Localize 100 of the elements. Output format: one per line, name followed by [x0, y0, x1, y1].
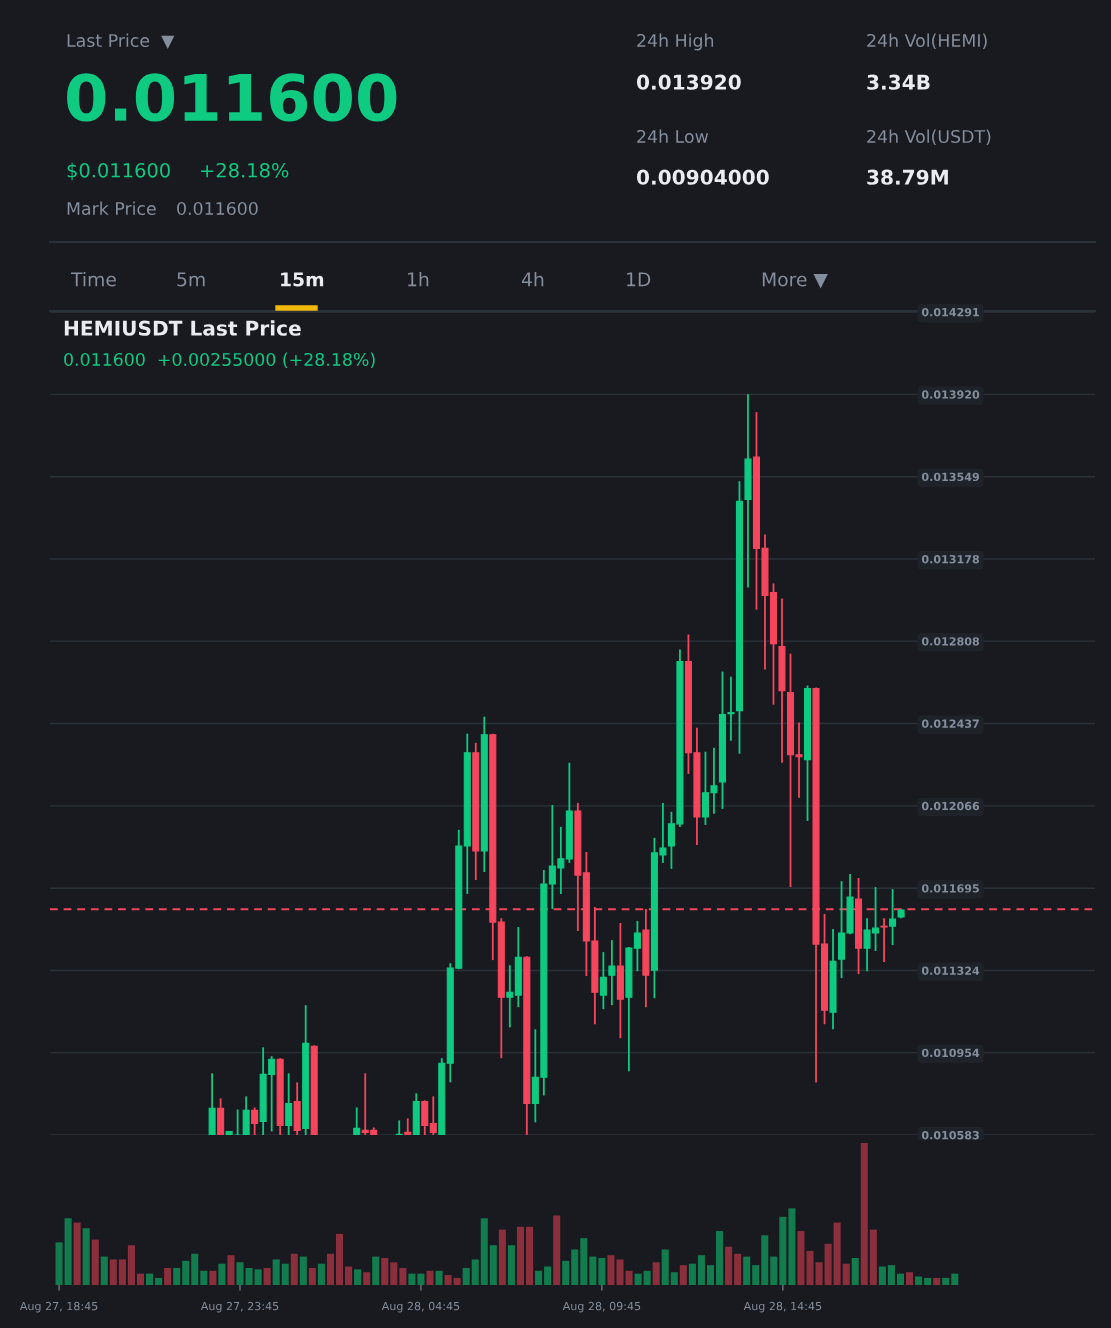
bar [770, 1256, 778, 1285]
bar [417, 1273, 425, 1285]
candlestick [889, 888, 897, 946]
y-tick-label: 0.013549 [921, 472, 980, 482]
bar [706, 1265, 714, 1285]
bar [797, 1231, 805, 1285]
text: 5m [177, 272, 205, 287]
bar [480, 1218, 488, 1285]
candlestick [506, 964, 514, 1029]
bar [734, 1253, 742, 1285]
bar [354, 1269, 362, 1285]
bar [453, 1277, 461, 1285]
bar [263, 1267, 271, 1285]
text: 24h Vol(HEMI) [867, 33, 987, 50]
bar [779, 1216, 787, 1285]
bar [245, 1267, 253, 1285]
bar [489, 1245, 497, 1285]
bar [815, 1262, 823, 1285]
bar [290, 1253, 298, 1285]
text: 0.00904000 [636, 169, 769, 185]
y-tick-label: 0.014291 [921, 307, 979, 317]
candlestick [727, 675, 735, 742]
candlestick [251, 1106, 259, 1135]
bar [634, 1273, 642, 1285]
bar [209, 1270, 217, 1285]
y-tick-label: 0.010954 [921, 1048, 980, 1058]
bar [345, 1266, 353, 1285]
bar [535, 1270, 543, 1285]
bar [607, 1255, 615, 1285]
bar [716, 1231, 724, 1285]
x-tick-label: Aug 27, 18:45 [19, 1301, 98, 1313]
bar [761, 1235, 769, 1285]
y-tick-label: 0.012066 [921, 801, 980, 811]
text: 38.79M [867, 169, 948, 185]
text: +28.18% [201, 162, 289, 178]
bar [824, 1243, 832, 1285]
bar [951, 1273, 959, 1285]
candlestick [599, 951, 607, 1011]
bar [679, 1265, 687, 1285]
bar [752, 1265, 760, 1285]
bar [381, 1258, 389, 1285]
bar [924, 1277, 932, 1285]
candlestick [285, 1072, 293, 1135]
candlestick [404, 1117, 412, 1135]
bar [109, 1259, 117, 1285]
bar [942, 1277, 950, 1285]
text: Last Price ▼ [67, 33, 175, 49]
bar [661, 1249, 669, 1285]
bar [127, 1245, 135, 1285]
text: 0.013920 [636, 74, 741, 90]
bar [272, 1259, 280, 1285]
text: 24h Vol(USDT) [867, 129, 991, 146]
text: 24h High [637, 33, 714, 51]
y-tick-label: 0.012437 [921, 719, 979, 728]
y-tick-label: 0.012808 [921, 637, 980, 646]
bar [842, 1263, 850, 1285]
bar [471, 1259, 479, 1285]
x-tick-label: Aug 28, 14:45 [743, 1301, 822, 1313]
bar [317, 1263, 325, 1285]
bar [236, 1262, 244, 1285]
bar [390, 1262, 398, 1285]
text: 15m [281, 272, 324, 287]
text: Mark Price [67, 201, 156, 216]
bar [788, 1208, 796, 1285]
bar [544, 1266, 552, 1285]
bar [743, 1256, 751, 1285]
bar [227, 1255, 235, 1285]
bar [526, 1226, 534, 1285]
bar [408, 1273, 416, 1285]
y-tick-label: 0.010583 [921, 1130, 979, 1140]
bar [73, 1222, 81, 1285]
bar [218, 1263, 226, 1285]
bar [833, 1222, 841, 1285]
bar [725, 1246, 733, 1285]
bar [580, 1238, 588, 1285]
bar [308, 1267, 316, 1285]
bar [299, 1256, 307, 1285]
bar [553, 1215, 561, 1285]
bar [64, 1218, 72, 1285]
candlestick [880, 917, 888, 964]
text: $0.011600 [67, 162, 170, 181]
bar [118, 1259, 126, 1285]
bar [462, 1267, 470, 1285]
text: More ▼ [762, 272, 828, 289]
bar [652, 1262, 660, 1285]
bar [507, 1245, 515, 1285]
bar [697, 1255, 705, 1285]
text: 24h Low [637, 129, 709, 144]
bar [625, 1270, 633, 1285]
bar [435, 1270, 443, 1285]
bar [326, 1253, 334, 1285]
bar [55, 1242, 63, 1285]
candlestick [608, 939, 616, 1007]
y-tick-label: 0.013178 [921, 555, 980, 564]
bar [426, 1270, 434, 1285]
text: 1h [408, 271, 429, 287]
bar [399, 1267, 407, 1285]
text: 1D [627, 272, 651, 287]
bar [887, 1265, 895, 1285]
bar [589, 1256, 597, 1285]
